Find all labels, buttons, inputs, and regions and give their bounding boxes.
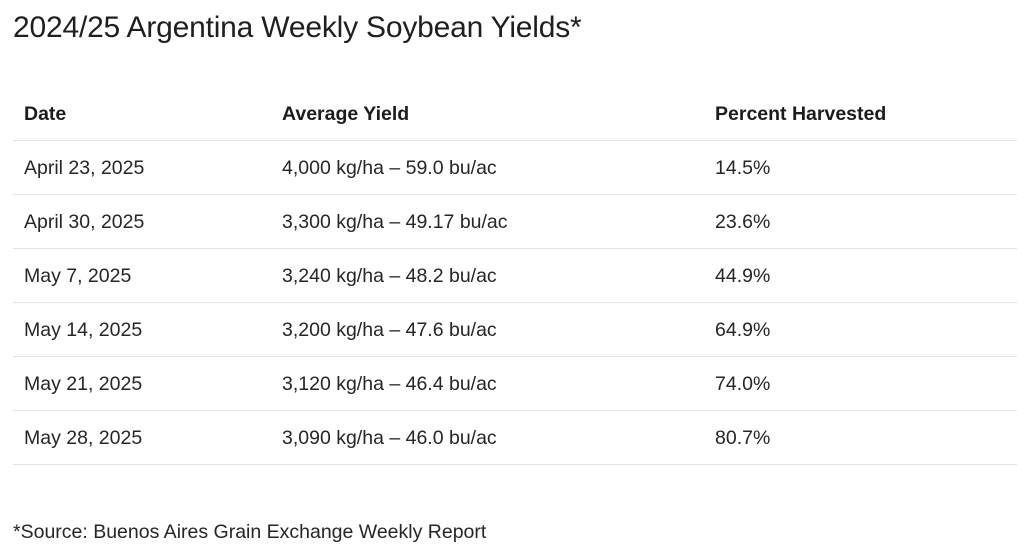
soybean-yield-table: Date Average Yield Percent Harvested Apr… — [13, 87, 1017, 465]
table-row: May 21, 2025 3,120 kg/ha – 46.4 bu/ac 74… — [13, 356, 1017, 411]
cell-average-yield: 3,120 kg/ha – 46.4 bu/ac — [271, 356, 704, 411]
table-row: April 30, 2025 3,300 kg/ha – 49.17 bu/ac… — [13, 194, 1017, 249]
cell-date: April 30, 2025 — [13, 194, 271, 249]
cell-percent-harvested: 23.6% — [704, 194, 1017, 249]
column-header-date: Date — [13, 87, 271, 141]
table-row: May 7, 2025 3,240 kg/ha – 48.2 bu/ac 44.… — [13, 248, 1017, 303]
column-header-average-yield: Average Yield — [271, 87, 704, 141]
cell-average-yield: 4,000 kg/ha – 59.0 bu/ac — [271, 140, 704, 195]
cell-average-yield: 3,200 kg/ha – 47.6 bu/ac — [271, 302, 704, 357]
table-row: May 28, 2025 3,090 kg/ha – 46.0 bu/ac 80… — [13, 410, 1017, 465]
cell-percent-harvested: 74.0% — [704, 356, 1017, 411]
cell-percent-harvested: 64.9% — [704, 302, 1017, 357]
cell-percent-harvested: 44.9% — [704, 248, 1017, 303]
cell-percent-harvested: 80.7% — [704, 410, 1017, 465]
cell-date: May 7, 2025 — [13, 248, 271, 303]
cell-date: May 14, 2025 — [13, 302, 271, 357]
column-header-percent-harvested: Percent Harvested — [704, 87, 1017, 141]
cell-average-yield: 3,300 kg/ha – 49.17 bu/ac — [271, 194, 704, 249]
table-row: May 14, 2025 3,200 kg/ha – 47.6 bu/ac 64… — [13, 302, 1017, 357]
page-title: 2024/25 Argentina Weekly Soybean Yields* — [13, 11, 582, 44]
cell-percent-harvested: 14.5% — [704, 140, 1017, 195]
source-footnote: *Source: Buenos Aires Grain Exchange Wee… — [13, 521, 487, 543]
table-header-row: Date Average Yield Percent Harvested — [13, 87, 1017, 141]
cell-average-yield: 3,240 kg/ha – 48.2 bu/ac — [271, 248, 704, 303]
cell-date: May 28, 2025 — [13, 410, 271, 465]
cell-date: April 23, 2025 — [13, 140, 271, 195]
cell-average-yield: 3,090 kg/ha – 46.0 bu/ac — [271, 410, 704, 465]
cell-date: May 21, 2025 — [13, 356, 271, 411]
table-row: April 23, 2025 4,000 kg/ha – 59.0 bu/ac … — [13, 140, 1017, 195]
